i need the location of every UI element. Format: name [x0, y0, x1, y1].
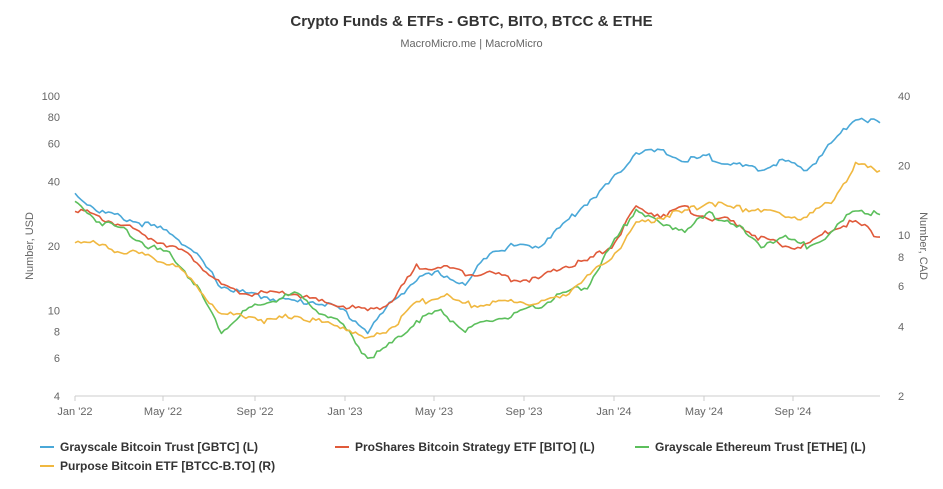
- y-left-tick-label: 10: [48, 306, 60, 318]
- legend-label-gbtc: Grayscale Bitcoin Trust [GBTC] (L): [60, 440, 259, 454]
- x-tick-label: Jan '24: [596, 406, 631, 418]
- y-left-tick-label: 6: [54, 353, 60, 365]
- y-right-tick-label: 20: [898, 160, 910, 172]
- y-left-axis-title: Number, USD: [24, 212, 36, 280]
- legend-swatch-btcc: [40, 464, 54, 467]
- y-right-tick-label: 40: [898, 91, 910, 103]
- x-tick-label: Sep '22: [237, 406, 274, 418]
- y-right-tick-label: 10: [898, 230, 910, 242]
- y-right-axis-title: Number, CAD: [917, 212, 929, 280]
- y-right-tick-label: 8: [898, 252, 904, 264]
- series-line-gbtc: [74, 117, 881, 335]
- chart-title: Crypto Funds & ETFs - GBTC, BITO, BTCC &…: [290, 13, 653, 30]
- x-tick-label: May '23: [415, 406, 453, 418]
- y-right-tick-label: 6: [898, 281, 904, 293]
- y-left-tick-label: 20: [48, 241, 60, 253]
- legend-swatch-gbtc: [40, 445, 54, 448]
- legend-label-ethe: Grayscale Ethereum Trust [ETHE] (L): [655, 440, 866, 454]
- x-tick-label: Jan '23: [327, 406, 362, 418]
- x-tick-label: May '24: [685, 406, 723, 418]
- legend-item-gbtc[interactable]: Grayscale Bitcoin Trust [GBTC] (L): [40, 440, 258, 454]
- series-line-btcc: [74, 161, 881, 339]
- x-tick-label: Sep '24: [775, 406, 812, 418]
- x-tick-label: Jan '22: [57, 406, 92, 418]
- chart-subtitle: MacroMicro.me | MacroMicro: [400, 38, 543, 50]
- series-line-ethe: [74, 200, 881, 360]
- chart-canvas: Jan '22 May '22 Sep '22 Jan '23 May '23 Sep '…: [24, 91, 929, 418]
- y-right-tick-label: 2: [898, 391, 904, 403]
- series-line-bito: [74, 205, 881, 312]
- legend-label-btcc: Purpose Bitcoin ETF [BTCC-B.TO] (R): [60, 459, 276, 473]
- legend-label-bito: ProShares Bitcoin Strategy ETF [BITO] (L…: [355, 440, 595, 454]
- y-left-tick-label: 80: [48, 112, 60, 124]
- legend-swatch-bito: [335, 445, 349, 448]
- legend-item-bito[interactable]: ProShares Bitcoin Strategy ETF [BITO] (L…: [335, 440, 595, 454]
- x-tick-label: Sep '23: [506, 406, 543, 418]
- y-left-tick-label: 4: [54, 391, 60, 403]
- y-left-tick-label: 40: [48, 176, 60, 188]
- legend-swatch-ethe: [635, 445, 649, 448]
- y-left-tick-label: 60: [48, 139, 60, 151]
- legend-item-ethe[interactable]: Grayscale Ethereum Trust [ETHE] (L): [635, 440, 866, 454]
- x-tick-label: May '22: [144, 406, 182, 418]
- y-left-tick-label: 100: [42, 91, 60, 103]
- y-left-tick-label: 8: [54, 326, 60, 338]
- legend-item-btcc[interactable]: Purpose Bitcoin ETF [BTCC-B.TO] (R): [40, 459, 275, 473]
- y-right-tick-label: 4: [898, 322, 904, 334]
